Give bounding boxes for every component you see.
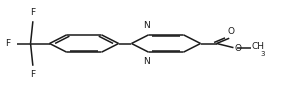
Text: F: F	[30, 8, 36, 17]
Text: O: O	[227, 27, 234, 36]
Text: O: O	[235, 44, 242, 53]
Text: N: N	[143, 21, 150, 30]
Text: F: F	[30, 70, 36, 79]
Text: F: F	[5, 39, 10, 48]
Text: N: N	[143, 57, 150, 66]
Text: CH: CH	[252, 42, 265, 51]
Text: 3: 3	[260, 51, 265, 57]
